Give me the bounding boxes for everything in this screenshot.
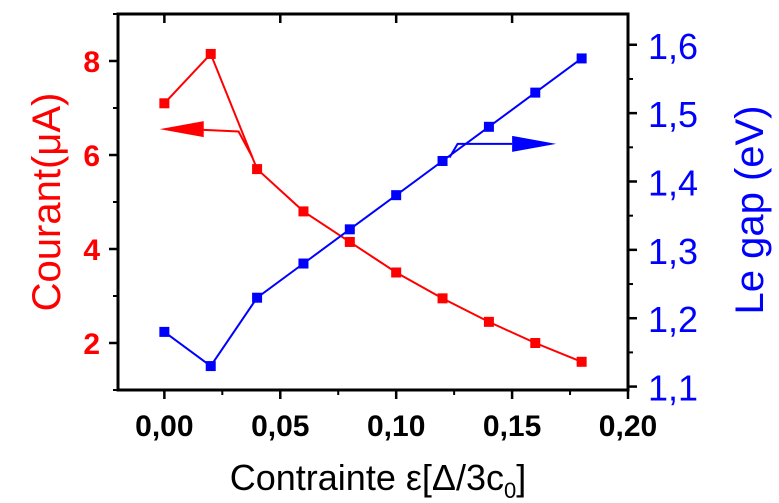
y-right-tick-label: 1,1 [648, 368, 698, 409]
current-data-point [344, 236, 355, 247]
current-series-line [163, 52, 582, 363]
x-tick-label: 0,10 [367, 410, 425, 443]
current-data-point [159, 98, 170, 109]
gap-data-point [159, 326, 170, 337]
y-left-tick-label: 4 [83, 234, 100, 267]
gap-data-point [205, 361, 216, 372]
current-data-point [205, 48, 216, 59]
x-axis-title-close: ] [516, 457, 526, 498]
current-data-point [530, 338, 541, 348]
y-right-tick-label: 1,4 [648, 162, 698, 203]
gap-data-point [252, 292, 263, 303]
y-right-tick-label: 1,3 [648, 231, 698, 272]
gap-data-point [344, 224, 355, 235]
current-data-point [483, 316, 494, 327]
x-tick-label: 0,15 [483, 410, 541, 443]
blue-arrow-shaft [448, 142, 513, 159]
current-data-point [298, 206, 309, 217]
x-axis-title-main: Contrainte ε[Δ/3c [230, 457, 504, 498]
current-data-point [437, 293, 448, 304]
gap-data-point [391, 190, 402, 201]
y-right-tick-label: 1,5 [648, 94, 698, 135]
x-axis-title: Contrainte ε[Δ/3c0] [230, 457, 526, 503]
red-arrow-head [159, 121, 204, 138]
y-left-axis-title: Courant(μA) [25, 93, 69, 312]
y-left-tick-label: 6 [83, 140, 100, 173]
gap-data-point [483, 121, 494, 132]
current-data-point [391, 267, 402, 278]
y-left-tick-label: 2 [83, 328, 100, 361]
axes-layer [109, 12, 637, 399]
y-right-tick-label: 1,2 [648, 299, 698, 340]
x-tick-label: 0,20 [599, 410, 657, 443]
series-layer [159, 48, 587, 372]
x-tick-label: 0,05 [251, 410, 309, 443]
y-right-axis-title: Le gap (eV) [728, 105, 772, 314]
y-left-tick-label: 8 [83, 46, 100, 79]
gap-series-line [163, 57, 583, 368]
gap-data-point [437, 155, 448, 166]
current-data-point [576, 356, 587, 367]
y-right-tick-label: 1,6 [648, 26, 698, 67]
gap-data-point [298, 258, 309, 269]
gap-data-point [576, 53, 587, 64]
label-layer: 0,00 0,05 0,10 0,15 0,20 2 4 6 8 1,1 1,2 1,3 1,4 1,5 1… [25, 26, 772, 503]
red-arrow-shaft [187, 128, 254, 158]
blue-arrow-head [512, 135, 557, 152]
current-data-point [252, 164, 263, 175]
x-tick-label: 0,00 [135, 410, 193, 443]
x-axis-title-subscript: 0 [504, 478, 516, 503]
gap-data-point [530, 87, 541, 98]
